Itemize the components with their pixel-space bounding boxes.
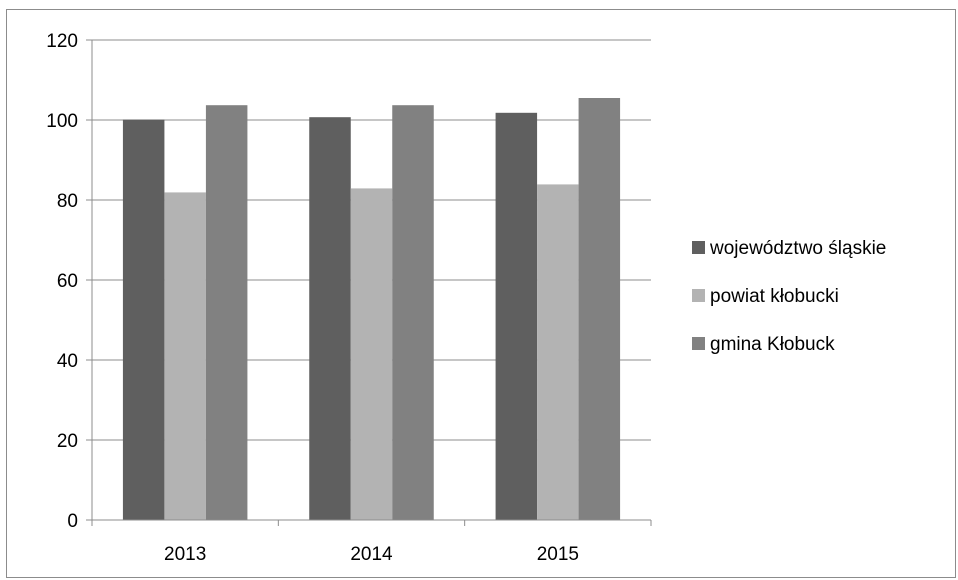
x-tick-label: 2013	[164, 544, 206, 565]
y-tick-label: 40	[57, 351, 78, 372]
bar	[164, 192, 206, 520]
y-tick-label: 60	[57, 271, 78, 292]
x-tick-label: 2014	[350, 544, 393, 565]
bar	[537, 184, 579, 520]
legend-swatch	[692, 337, 705, 350]
y-tick-label: 20	[57, 431, 78, 452]
y-tick-label: 120	[46, 31, 78, 52]
legend-label: gmina Kłobuck	[710, 334, 835, 355]
y-tick-label: 80	[57, 191, 78, 212]
bar	[392, 105, 434, 520]
bar	[309, 117, 351, 520]
bars	[122, 98, 621, 521]
axes	[86, 39, 652, 526]
y-tick-label: 100	[46, 111, 78, 132]
bar	[350, 188, 393, 520]
legend-swatch	[692, 241, 705, 254]
y-axis-tick-labels: 0 20 40 60 80 100 120	[46, 31, 78, 532]
x-tick-label: 2015	[537, 544, 579, 565]
bar	[495, 112, 538, 521]
legend-swatch	[692, 289, 705, 302]
legend-label: województwo śląskie	[709, 238, 886, 259]
legend-label: powiat kłobucki	[710, 286, 839, 307]
bar	[578, 98, 621, 520]
y-tick-label: 0	[67, 511, 78, 532]
x-axis-tick-labels: 2013 2014 2015	[164, 544, 579, 565]
bar	[122, 119, 165, 520]
legend: województwo śląskie powiat kłobucki gmina …	[692, 238, 886, 355]
bar	[205, 105, 248, 520]
